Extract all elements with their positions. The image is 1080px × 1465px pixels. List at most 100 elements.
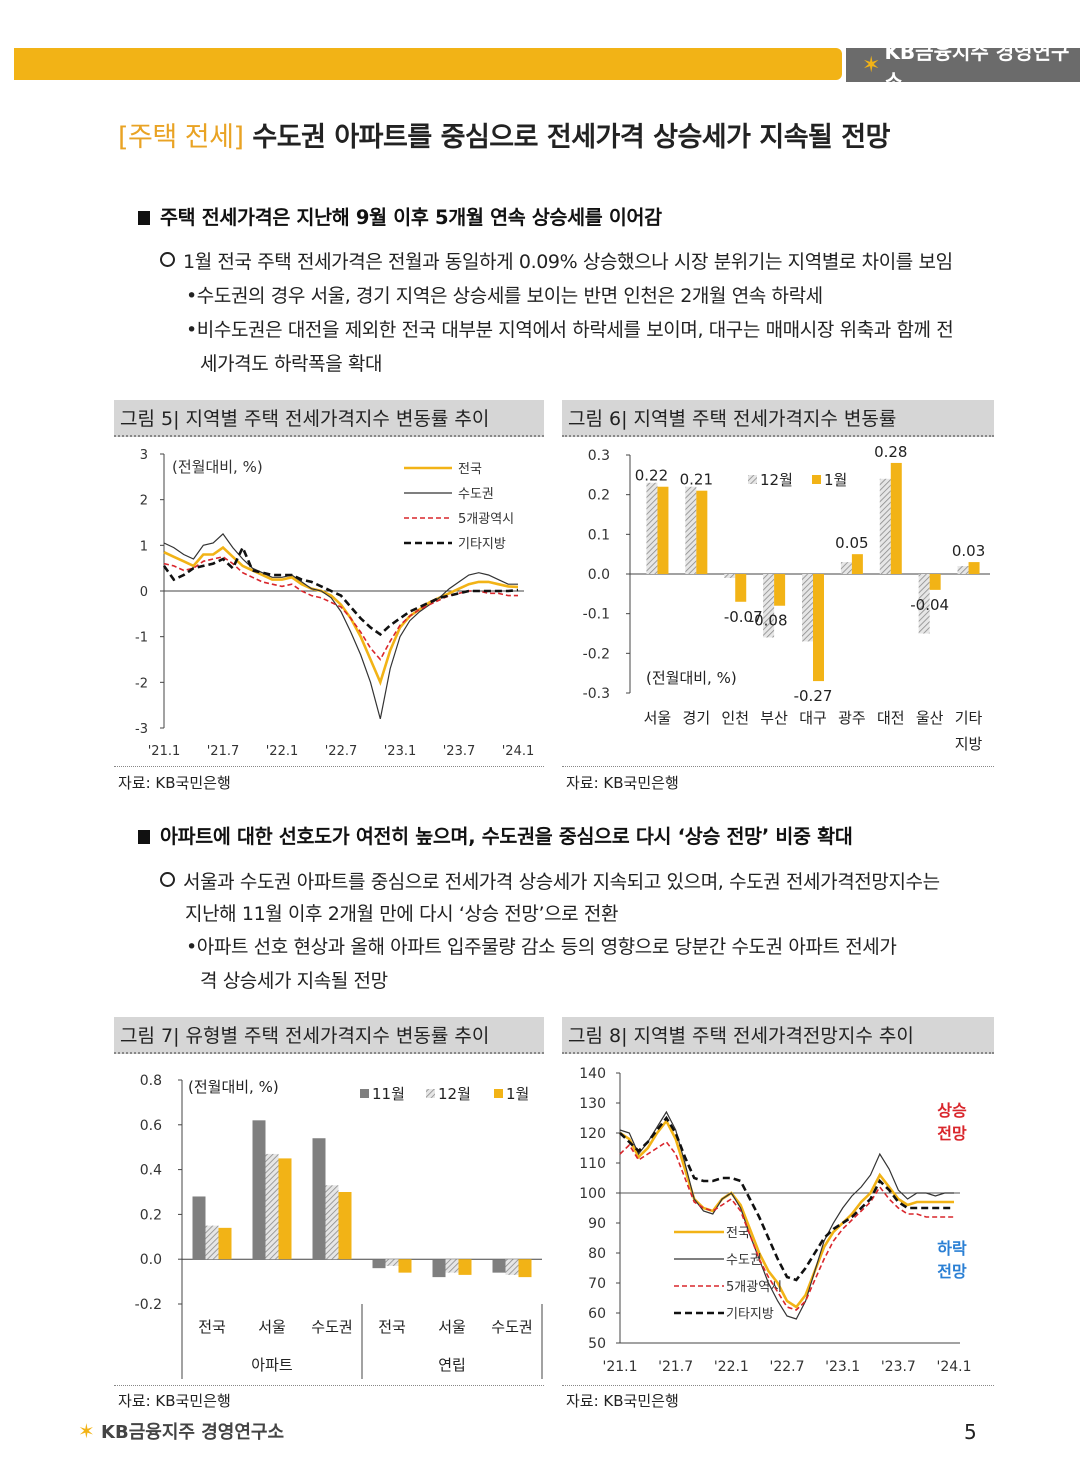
fig8-chart: 140 130 120 110 100 90 80 70 60 50 '21.1 '21.7 '22.1… <box>579 1066 971 1375</box>
square-bullet-icon <box>138 211 150 225</box>
bar-12월 <box>840 562 852 574</box>
section2-bullets: •아파트 선호 현상과 올해 아파트 입주물량 감소 등의 영향으로 당분간 수… <box>186 930 992 998</box>
legend-label: 5개광역시 <box>458 512 514 527</box>
header-bar <box>14 48 842 80</box>
section1-point: 1월 전국 주택 전세가격은 전월과 동일하게 0.09% 상승했으나 시장 분… <box>160 247 953 274</box>
bar-12월 <box>205 1225 219 1260</box>
fig8-title: 그림 8| 지역별 주택 전세가격전망지수 추이 <box>562 1017 994 1054</box>
x-tick-label: '23.7 <box>443 744 476 759</box>
legend-swatch <box>360 1089 369 1098</box>
data-label: 0.22 <box>635 467 668 485</box>
data-label: -0.07 <box>724 608 763 626</box>
y-tick-label: -0.2 <box>135 1297 162 1313</box>
x-tick-label: 광주 <box>838 709 866 727</box>
x-tick-label: 수도권 <box>491 1318 532 1336</box>
bar-1월 <box>929 574 941 590</box>
x-tick-label: '23.1 <box>825 1359 860 1375</box>
x-tick-label: 서울 <box>438 1318 466 1336</box>
x-tick-label: 전국 <box>198 1318 226 1336</box>
fig6-chart: 0.3 0.2 0.1 0.0 -0.1 -0.2 -0.3 서울 0.22 경기 0.21 인천 -0… <box>583 443 990 753</box>
y-tick-label: 0 <box>140 585 148 600</box>
y-tick-label: 0.8 <box>140 1073 162 1089</box>
y-tick-label: 70 <box>588 1276 606 1292</box>
bar-12월 <box>445 1259 459 1273</box>
legend-label: 1월 <box>824 471 847 489</box>
fig6-title: 그림 6| 지역별 주택 전세가격지수 변동률 <box>562 400 994 437</box>
fig5-source: 자료: KB국민은행 <box>118 774 231 792</box>
kb-logo-icon: ✶ <box>862 52 881 78</box>
x-tick-label: 전국 <box>378 1318 406 1336</box>
x-tick-label: '23.7 <box>881 1359 916 1375</box>
y-tick-label: 50 <box>588 1336 606 1352</box>
legend-swatch <box>748 475 757 484</box>
legend-label: 전국 <box>458 462 482 477</box>
unit-label: (전월대비, %) <box>172 458 263 476</box>
fig7-source: 자료: KB국민은행 <box>118 1392 231 1410</box>
x-tick-label: '22.1 <box>714 1359 749 1375</box>
bar-12월 <box>265 1153 279 1260</box>
y-tick-label: 120 <box>579 1126 606 1142</box>
series-line-0 <box>619 1118 954 1309</box>
group-label: 연립 <box>438 1356 466 1374</box>
y-tick-label: 110 <box>579 1156 606 1172</box>
series-line-0 <box>163 545 519 687</box>
series-line-1 <box>619 1110 954 1320</box>
y-tick-label: 0.2 <box>588 488 610 504</box>
x-tick-label: 서울 <box>258 1318 286 1336</box>
y-tick-label: 0.0 <box>140 1252 162 1268</box>
x-tick-label: '23.1 <box>384 744 417 759</box>
y-tick-label: -1 <box>135 631 148 646</box>
bar-12월 <box>325 1185 339 1260</box>
x-tick-label-2: 지방 <box>955 735 983 753</box>
up-label: 전망 <box>937 1124 967 1143</box>
y-tick-label: 130 <box>579 1096 606 1112</box>
section1-heading: 주택 전세가격은 지난해 9월 이후 5개월 연속 상승세를 이어감 <box>138 201 662 230</box>
divider <box>562 1385 994 1386</box>
x-tick-label: 대전 <box>877 709 905 727</box>
legend-label: 12월 <box>438 1085 471 1103</box>
legend-swatch <box>426 1089 435 1098</box>
bar-11월 <box>312 1138 326 1260</box>
y-tick-label: 90 <box>588 1216 606 1232</box>
legend-label: 11월 <box>372 1085 405 1103</box>
legend-label: 수도권 <box>726 1253 762 1268</box>
section1-bullets: •수도권의 경우 서울, 경기 지역은 상승세를 보이는 반면 인천은 2개월 … <box>186 279 992 381</box>
legend-label: 12월 <box>760 471 793 489</box>
footer-brand: ✶ KB금융지주 경영연구소 <box>78 1419 285 1443</box>
bar-1월 <box>851 554 863 574</box>
bar-12월 <box>505 1259 519 1275</box>
circle-bullet-icon <box>160 872 175 887</box>
section2-point: 서울과 수도권 아파트를 중심으로 전세가격 상승세가 지속되고 있으며, 수도… <box>160 866 990 930</box>
x-tick-label: 수도권 <box>311 1318 352 1336</box>
unit-label: (전월대비, %) <box>188 1078 279 1096</box>
x-tick-label: '22.1 <box>266 744 299 759</box>
bar-11월 <box>432 1259 446 1278</box>
bar-11월 <box>492 1259 506 1273</box>
bar-1월 <box>735 574 747 602</box>
x-tick-label: 서울 <box>644 709 672 727</box>
data-label: 0.28 <box>874 443 907 461</box>
divider <box>114 766 544 767</box>
bar-1월 <box>338 1192 352 1260</box>
data-label: -0.27 <box>794 687 833 705</box>
bullet-line: •아파트 선호 현상과 올해 아파트 입주물량 감소 등의 영향으로 당분간 수… <box>186 936 897 958</box>
y-tick-label: 0.6 <box>140 1118 162 1134</box>
legend-label: 5개광역시 <box>726 1280 782 1295</box>
bar-12월 <box>724 574 736 578</box>
x-tick-label: '21.1 <box>602 1359 637 1375</box>
fig5-chart: 3 2 1 0 -1 -2 -3'21.1 '21.7 '22.1 '22.7 '23.1 '23.7… <box>135 448 534 759</box>
legend-label: 1월 <box>506 1085 529 1103</box>
fig6-source: 자료: KB국민은행 <box>566 774 679 792</box>
y-tick-label: -0.2 <box>583 646 610 662</box>
bar-1월 <box>968 562 980 574</box>
y-tick-label: -3 <box>135 722 148 737</box>
x-tick-label: '22.7 <box>769 1359 804 1375</box>
data-label: 0.05 <box>835 534 868 552</box>
data-label: -0.04 <box>910 596 949 614</box>
y-tick-label: 3 <box>140 448 148 463</box>
legend-label: 전국 <box>726 1226 750 1241</box>
x-tick-label: 기타 <box>955 709 983 727</box>
down-label: 전망 <box>937 1262 967 1281</box>
legend-swatch <box>494 1089 503 1098</box>
